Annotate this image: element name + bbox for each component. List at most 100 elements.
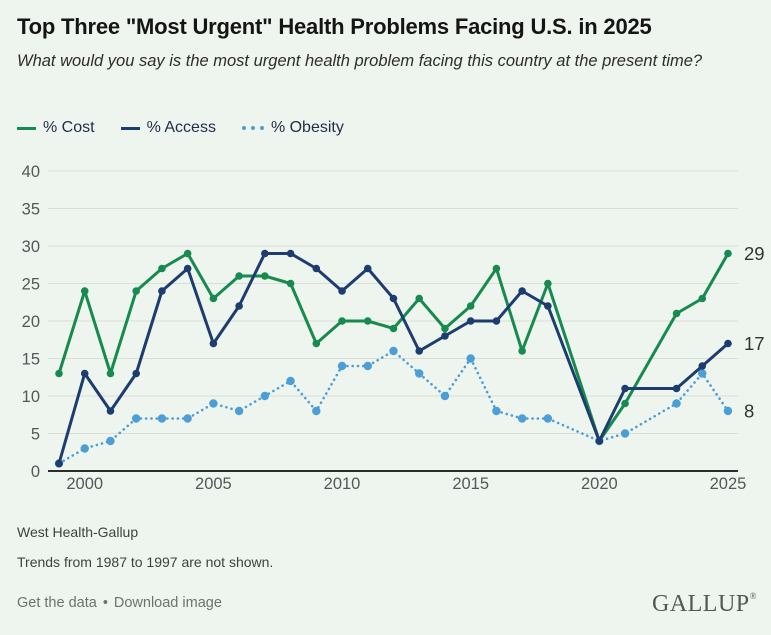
gallup-logo: GALLUP®: [651, 591, 757, 617]
chart-subtitle: What would you say is the most urgent he…: [17, 52, 703, 70]
y-tick-label: 25: [22, 276, 40, 294]
data-point[interactable]: [518, 347, 526, 355]
series-line-obesity: [57, 349, 730, 465]
get-the-data-link[interactable]: Get the data: [17, 595, 97, 611]
data-point[interactable]: [517, 414, 527, 423]
data-point[interactable]: [672, 384, 681, 393]
data-point[interactable]: [698, 294, 707, 303]
data-point[interactable]: [157, 414, 167, 423]
data-point[interactable]: [441, 332, 449, 340]
data-point[interactable]: [466, 302, 475, 310]
data-point[interactable]: [389, 346, 398, 356]
data-point[interactable]: [312, 339, 321, 348]
data-point[interactable]: [132, 369, 140, 378]
y-tick-label: 20: [22, 313, 40, 331]
data-point[interactable]: [312, 406, 321, 416]
data-point[interactable]: [415, 347, 424, 355]
footnote-text: Trends from 1987 to 1997 are not shown.: [17, 554, 274, 570]
data-point[interactable]: [286, 279, 295, 288]
data-point[interactable]: [312, 264, 321, 273]
data-point[interactable]: [106, 407, 115, 415]
data-point[interactable]: [131, 414, 141, 423]
legend-item-obesity[interactable]: % Obesity: [241, 119, 344, 137]
data-point[interactable]: [234, 406, 244, 416]
data-point[interactable]: [621, 384, 629, 393]
data-point[interactable]: [183, 249, 192, 258]
data-point[interactable]: [80, 369, 89, 378]
series-end-label: 8: [744, 401, 754, 422]
data-point[interactable]: [492, 264, 501, 273]
data-point[interactable]: [389, 294, 398, 303]
line-chart[interactable]: 0 5 10 15 20 25 30 35 40 2000 2005 2010 2015 2020 2025…: [0, 150, 771, 505]
data-point[interactable]: [389, 324, 398, 333]
x-tick-label: 2010: [324, 475, 361, 493]
data-point[interactable]: [209, 339, 218, 348]
data-point[interactable]: [286, 249, 295, 258]
data-point[interactable]: [698, 369, 707, 378]
data-point[interactable]: [338, 287, 346, 295]
data-point[interactable]: [158, 287, 166, 295]
data-point[interactable]: [698, 362, 707, 370]
data-point[interactable]: [209, 399, 218, 408]
legend-item-cost[interactable]: % Cost: [17, 119, 95, 137]
legend-label-access: % Access: [146, 119, 216, 136]
series-end-label: 29: [744, 243, 765, 264]
data-point[interactable]: [363, 264, 372, 273]
data-point[interactable]: [235, 272, 243, 280]
y-tick-label: 35: [22, 201, 40, 219]
data-point[interactable]: [543, 414, 553, 423]
data-point[interactable]: [672, 399, 681, 408]
legend-item-access[interactable]: % Access: [120, 119, 216, 137]
data-point[interactable]: [415, 294, 424, 303]
data-point[interactable]: [492, 317, 501, 325]
data-point[interactable]: [363, 317, 372, 325]
registered-mark: ®: [749, 591, 757, 601]
download-image-link[interactable]: Download image: [113, 595, 222, 611]
data-point[interactable]: [261, 249, 269, 258]
data-point[interactable]: [286, 376, 295, 386]
data-point[interactable]: [440, 391, 450, 401]
data-point[interactable]: [441, 324, 449, 333]
data-point[interactable]: [260, 391, 270, 401]
data-point[interactable]: [55, 369, 63, 378]
data-point[interactable]: [235, 302, 243, 310]
data-point[interactable]: [518, 287, 526, 295]
data-point[interactable]: [492, 406, 501, 416]
data-point[interactable]: [724, 249, 732, 258]
data-point[interactable]: [544, 279, 552, 288]
data-point[interactable]: [106, 369, 115, 378]
data-point[interactable]: [183, 414, 192, 423]
data-point[interactable]: [621, 399, 629, 408]
data-point[interactable]: [337, 361, 347, 371]
y-tick-label: 5: [31, 426, 40, 444]
data-point[interactable]: [80, 287, 89, 295]
data-point[interactable]: [106, 436, 115, 446]
x-tick-label: 2000: [66, 475, 103, 493]
data-point[interactable]: [80, 444, 89, 453]
access-line-swatch-icon: [120, 126, 140, 130]
y-tick-label: 0: [31, 463, 40, 481]
x-tick-label: 2020: [581, 475, 618, 493]
data-point[interactable]: [183, 264, 192, 273]
data-point[interactable]: [261, 272, 269, 280]
data-point[interactable]: [595, 437, 604, 445]
data-point[interactable]: [338, 317, 346, 325]
data-point[interactable]: [466, 354, 475, 363]
data-point[interactable]: [724, 339, 732, 348]
data-point[interactable]: [363, 361, 372, 371]
data-point[interactable]: [415, 369, 424, 378]
data-point[interactable]: [466, 317, 475, 325]
data-point[interactable]: [132, 287, 140, 295]
data-point[interactable]: [672, 309, 681, 318]
data-point[interactable]: [55, 459, 63, 468]
y-tick-label: 30: [22, 238, 40, 256]
data-point[interactable]: [209, 294, 218, 303]
data-point[interactable]: [544, 302, 552, 310]
data-point[interactable]: [723, 406, 733, 416]
data-point[interactable]: [620, 429, 630, 438]
data-point[interactable]: [158, 264, 166, 273]
source-text: West Health-Gallup: [17, 524, 139, 540]
legend-label-cost: % Cost: [43, 119, 95, 136]
